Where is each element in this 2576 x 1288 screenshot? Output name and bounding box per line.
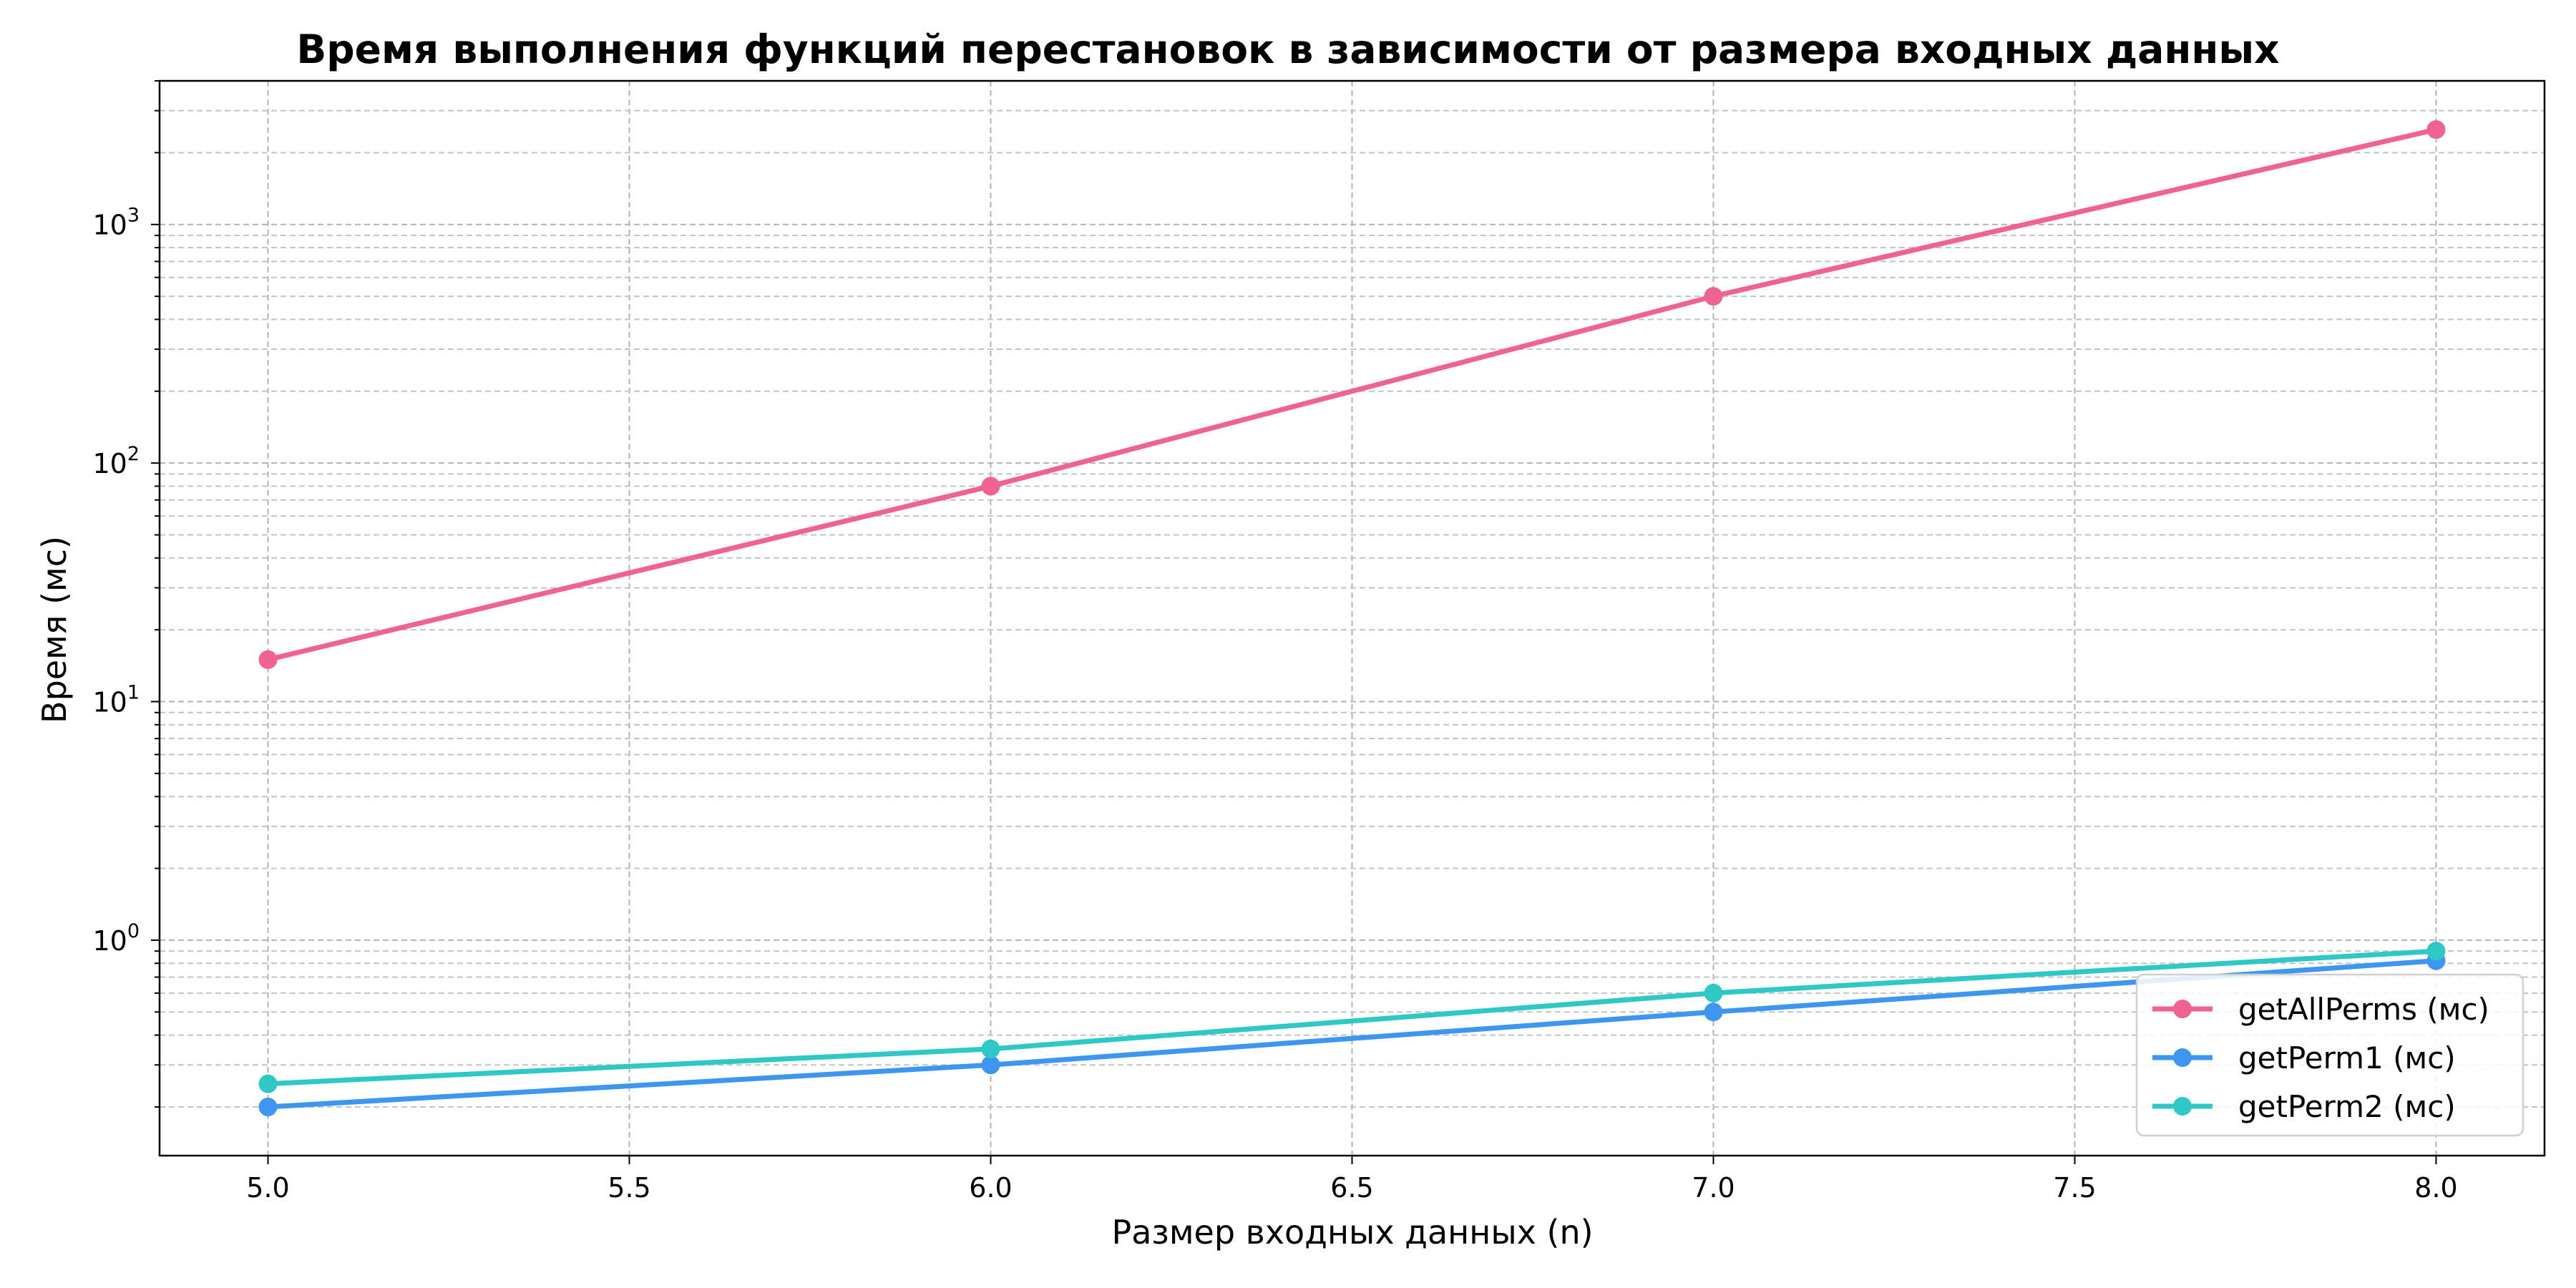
legend-label: getAllPerms (мс): [2238, 992, 2489, 1027]
x-tick-label: 6.0: [969, 1172, 1012, 1204]
y-tick-label: 100: [92, 920, 140, 957]
data-point: [1704, 287, 1723, 306]
x-tick-label: 8.0: [2414, 1172, 2457, 1204]
plot-area-frame: [158, 79, 2546, 1157]
data-point: [981, 1055, 1000, 1075]
x-tick-label: 5.5: [608, 1172, 650, 1204]
y-tick-label: 101: [92, 682, 140, 718]
data-point: [1704, 1002, 1723, 1022]
y-tick-label: 103: [92, 205, 140, 241]
chart-title: Время выполнения функций перестановок в …: [296, 26, 2279, 72]
legend-box: [2135, 973, 2524, 1137]
axis-ticks: 5.0 5.5 6.0 6.5 7.0 7.5 8.0 100 101 102 103: [92, 80, 2458, 1204]
series-line-2: [265, 948, 2439, 1087]
x-tick-label: 7.0: [1692, 1172, 1735, 1204]
y-tick-label: 102: [92, 443, 140, 479]
y-axis-label: Время (мс): [35, 536, 74, 723]
x-axis-label: Размер входных данных (n): [1111, 1213, 1593, 1252]
x-tick-label: 5.0: [246, 1172, 289, 1204]
data-point: [2426, 942, 2446, 961]
data-point: [1704, 983, 1723, 1002]
x-tick-label: 7.5: [2053, 1172, 2096, 1204]
data-point: [258, 1074, 278, 1093]
data-point: [981, 477, 1000, 496]
data-point: [258, 1097, 278, 1116]
legend-label: getPerm2 (мс): [2238, 1089, 2456, 1124]
legend-marker: [2173, 1048, 2192, 1067]
legend-marker: [2173, 1000, 2192, 1018]
series-line-0: [265, 127, 2439, 663]
legend: getAllPerms (мс) getPerm1 (мс) getPerm2 (м…: [2135, 973, 2524, 1137]
series-lines: [258, 120, 2446, 1116]
data-point: [258, 650, 278, 669]
data-point: [2426, 120, 2446, 140]
legend-label: getPerm1 (мс): [2238, 1040, 2456, 1075]
x-tick-label: 6.5: [1330, 1172, 1373, 1204]
legend-marker: [2173, 1097, 2192, 1116]
series-line-1: [265, 958, 2439, 1110]
data-point: [981, 1039, 1000, 1058]
